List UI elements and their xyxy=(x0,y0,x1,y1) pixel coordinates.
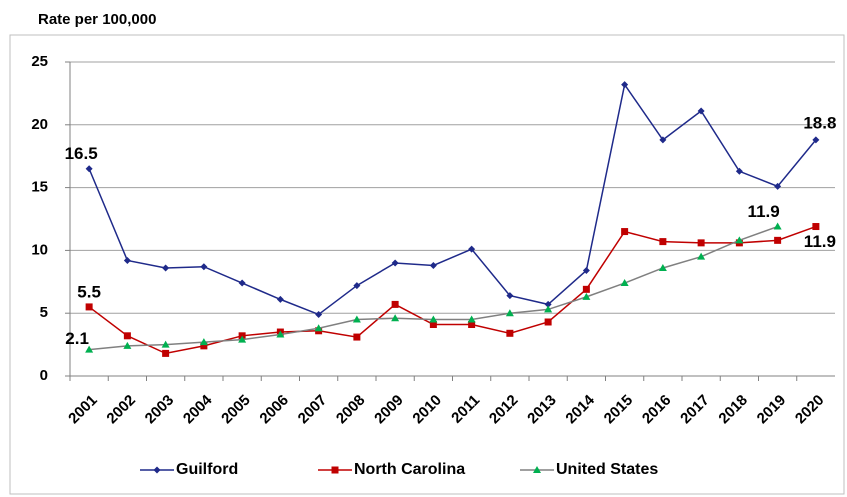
point xyxy=(391,314,400,322)
point xyxy=(314,324,323,332)
point xyxy=(353,282,361,290)
point xyxy=(162,264,170,272)
point xyxy=(429,261,437,269)
point xyxy=(774,236,782,244)
point xyxy=(812,223,820,231)
point xyxy=(544,305,553,313)
point xyxy=(123,332,131,340)
y-axis-label: Rate per 100,000 xyxy=(38,11,156,28)
point xyxy=(276,295,284,303)
x-tick-label: 2011 xyxy=(448,392,483,427)
x-tick-label: 2010 xyxy=(409,392,445,428)
y-tick-label: 0 xyxy=(40,367,48,384)
point xyxy=(773,222,782,230)
x-tick-label: 2005 xyxy=(218,392,254,428)
x-tick-label: 2008 xyxy=(333,392,369,428)
x-tick-label: 2001 xyxy=(65,392,101,428)
point xyxy=(468,321,476,329)
legend-marker xyxy=(331,466,339,474)
x-tick-label: 2007 xyxy=(295,392,331,428)
x-tick-label: 2016 xyxy=(639,392,675,428)
point xyxy=(85,165,93,173)
point xyxy=(697,252,706,260)
data-label: 11.9 xyxy=(804,232,836,251)
x-tick-label: 2002 xyxy=(103,392,139,428)
point xyxy=(582,266,590,274)
x-tick-label: 2018 xyxy=(715,392,751,428)
x-tick-label: 2003 xyxy=(142,392,178,428)
point xyxy=(352,315,361,323)
point xyxy=(199,338,208,346)
x-tick-label: 2015 xyxy=(601,392,637,428)
point xyxy=(85,303,93,311)
point xyxy=(85,345,94,353)
series-line xyxy=(88,82,817,316)
point xyxy=(315,310,323,318)
point xyxy=(812,136,820,144)
point xyxy=(162,349,170,357)
legend-label: Guilford xyxy=(176,461,238,478)
point xyxy=(697,239,705,247)
y-tick-label: 10 xyxy=(31,241,48,258)
x-tick-label: 2017 xyxy=(677,392,713,428)
point xyxy=(505,309,514,317)
point xyxy=(697,107,705,115)
point xyxy=(659,136,667,144)
x-tick-label: 2006 xyxy=(256,392,292,428)
point xyxy=(468,245,476,253)
legend-label: United States xyxy=(556,461,658,478)
point xyxy=(735,167,743,175)
y-tick-label: 5 xyxy=(40,304,48,321)
point xyxy=(582,292,591,300)
point xyxy=(582,285,590,293)
data-label: 5.5 xyxy=(77,282,101,301)
y-tick-label: 15 xyxy=(31,179,48,196)
x-tick-label: 2013 xyxy=(524,392,560,428)
point xyxy=(161,340,170,348)
x-tick-label: 2012 xyxy=(486,392,522,428)
point xyxy=(391,300,399,308)
point xyxy=(544,300,552,308)
data-label: 2.1 xyxy=(65,329,89,348)
x-tick-label: 2004 xyxy=(180,391,216,427)
point xyxy=(658,263,667,271)
point xyxy=(123,256,131,264)
point xyxy=(506,329,514,337)
point xyxy=(544,318,552,326)
point xyxy=(429,321,437,329)
point xyxy=(467,315,476,323)
point xyxy=(506,292,514,300)
x-tick-label: 2009 xyxy=(371,392,407,428)
x-tick-label: 2019 xyxy=(754,392,790,428)
chart-border xyxy=(9,34,845,495)
point xyxy=(353,333,361,341)
point xyxy=(276,330,285,338)
point xyxy=(774,182,782,190)
point xyxy=(200,342,208,350)
point xyxy=(200,263,208,271)
legend-marker xyxy=(153,466,161,474)
point xyxy=(621,228,629,236)
point xyxy=(391,259,399,267)
point xyxy=(620,279,629,287)
x-tick-label: 2020 xyxy=(792,392,828,428)
legend-label: North Carolina xyxy=(354,461,465,478)
point xyxy=(123,341,132,349)
data-label: 11.9 xyxy=(748,202,780,221)
point xyxy=(659,238,667,246)
legend-marker xyxy=(533,466,541,473)
point xyxy=(238,279,246,287)
series-line xyxy=(88,225,817,355)
series-line xyxy=(89,225,778,351)
point xyxy=(735,236,744,244)
point xyxy=(429,315,438,323)
y-tick-label: 20 xyxy=(31,116,48,133)
point xyxy=(238,335,247,343)
data-label: 16.5 xyxy=(65,144,98,163)
y-tick-label: 25 xyxy=(31,53,48,70)
data-label: 18.8 xyxy=(803,113,836,132)
point xyxy=(621,81,629,89)
x-tick-label: 2014 xyxy=(562,391,598,427)
